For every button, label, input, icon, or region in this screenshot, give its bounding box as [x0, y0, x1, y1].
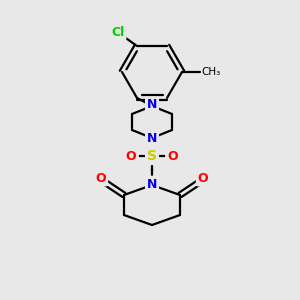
Text: N: N	[147, 178, 157, 190]
Text: O: O	[198, 172, 208, 184]
Text: O: O	[126, 149, 136, 163]
Text: Cl: Cl	[111, 26, 124, 38]
Text: N: N	[147, 98, 157, 112]
Text: CH₃: CH₃	[201, 67, 220, 77]
Text: N: N	[147, 133, 157, 146]
Text: O: O	[168, 149, 178, 163]
Text: O: O	[96, 172, 106, 184]
Text: S: S	[147, 149, 157, 163]
